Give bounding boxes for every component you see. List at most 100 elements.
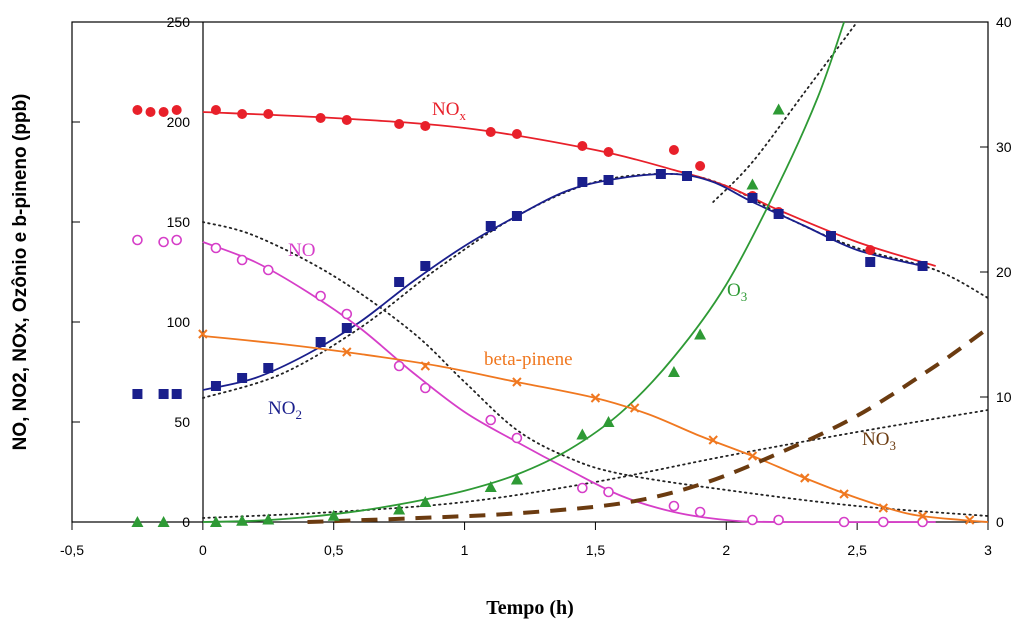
no-point <box>838 516 850 528</box>
nox-point <box>603 147 614 157</box>
y-tick-label: 100 <box>167 314 191 330</box>
beta-pinene-point <box>342 347 352 357</box>
o3-point <box>667 366 680 377</box>
no-point <box>878 516 889 528</box>
no2-point <box>485 221 496 231</box>
x-tick-label: 1,5 <box>586 542 606 558</box>
nox-point <box>263 109 274 119</box>
no-fit-line <box>202 241 936 524</box>
no2-point <box>747 193 758 203</box>
beta-pinene-point <box>590 393 601 403</box>
y2-tick-label: 30 <box>996 139 1012 155</box>
no-point <box>171 234 182 246</box>
model-dotted-line <box>712 21 858 203</box>
x-tick-label: 2 <box>722 542 730 558</box>
no2-point <box>511 211 522 221</box>
o3-point <box>772 103 785 115</box>
no2-point <box>132 389 143 399</box>
beta-pinene-point <box>747 451 758 461</box>
o3-fit-line <box>202 21 845 523</box>
o3-point <box>419 496 432 507</box>
plot-frame <box>71 21 989 523</box>
no2-point <box>865 257 876 267</box>
no2-point <box>394 277 405 287</box>
o3-point <box>510 473 523 485</box>
no-point <box>694 506 706 518</box>
nox-point <box>394 119 405 129</box>
x-ticks: -0,5 0 0,5 1 1,5 2 2,5 3 <box>60 522 992 558</box>
o3-point <box>694 328 707 340</box>
no-point <box>341 308 353 320</box>
label-no: NO <box>288 240 315 261</box>
x-tick-label: 2,5 <box>847 542 867 558</box>
no-point <box>236 254 248 266</box>
nox-point <box>511 129 522 139</box>
no2-point <box>210 381 221 391</box>
beta-pinene-point <box>708 435 718 445</box>
no2-point <box>577 177 588 187</box>
nox-point <box>237 109 248 119</box>
nox-point <box>485 127 496 137</box>
no-point <box>393 360 405 372</box>
y2-tick-label: 20 <box>996 264 1012 280</box>
o3-point <box>393 503 406 515</box>
beta-pinene-point <box>878 503 889 513</box>
y2-tick-label: 10 <box>996 389 1012 405</box>
no2-point <box>773 209 784 219</box>
nox-point <box>158 107 169 117</box>
no2-point <box>917 261 928 271</box>
no2-point <box>603 175 614 185</box>
y-tick-label: 150 <box>167 214 191 230</box>
o3-point <box>209 516 222 527</box>
y-ticks: 0 50 100 150 200 250 <box>72 14 190 530</box>
no-point <box>158 236 169 248</box>
no3-fit-line <box>307 326 990 524</box>
label-beta-pinene: beta-pinene <box>484 349 573 370</box>
no-point <box>511 432 523 444</box>
no-point <box>577 482 588 494</box>
no-point <box>917 516 928 528</box>
y2-tick-label: 0 <box>996 514 1004 530</box>
no-point <box>603 486 614 498</box>
no-point <box>315 290 326 302</box>
label-no2: NO2 <box>268 398 302 422</box>
no2-point <box>315 337 326 347</box>
o3-point <box>131 516 144 527</box>
beta-pinene-point <box>964 515 975 525</box>
beta-pinene-point <box>198 329 208 339</box>
model-dotted-line <box>202 221 989 517</box>
no-point <box>747 514 758 526</box>
no2-point <box>237 373 248 383</box>
y2-tick-label: 40 <box>996 14 1012 30</box>
no-point <box>262 264 274 276</box>
no2-point <box>682 171 693 181</box>
label-no3: NO3 <box>862 429 896 453</box>
beta-pinene-point <box>800 473 810 483</box>
o3-point <box>746 178 759 190</box>
no-point <box>668 500 680 512</box>
nox-point <box>171 105 182 115</box>
x-tick-label: 0 <box>199 542 207 558</box>
o3-point <box>484 481 497 492</box>
o3-point <box>327 509 340 521</box>
no2-point <box>655 169 666 179</box>
o3-point <box>262 513 275 525</box>
beta-pinene-fit-line <box>202 335 989 523</box>
x-tick-label: -0,5 <box>60 542 84 558</box>
nox-point <box>865 245 876 255</box>
beta-pinene-point <box>512 377 522 387</box>
y-tick-label: 250 <box>167 14 191 30</box>
label-nox: NOx <box>432 99 466 123</box>
o3-point <box>236 514 249 526</box>
nox-point <box>210 105 221 115</box>
no2-point <box>825 231 836 241</box>
x-tick-label: 0,5 <box>324 542 344 558</box>
nox-point <box>577 141 588 151</box>
x-tick-label: 3 <box>984 542 992 558</box>
beta-pinene-point <box>839 489 849 499</box>
o3-point <box>602 416 615 427</box>
no2-point <box>420 261 431 271</box>
beta-pinene-point <box>629 403 640 413</box>
y-tick-label: 50 <box>174 414 190 430</box>
